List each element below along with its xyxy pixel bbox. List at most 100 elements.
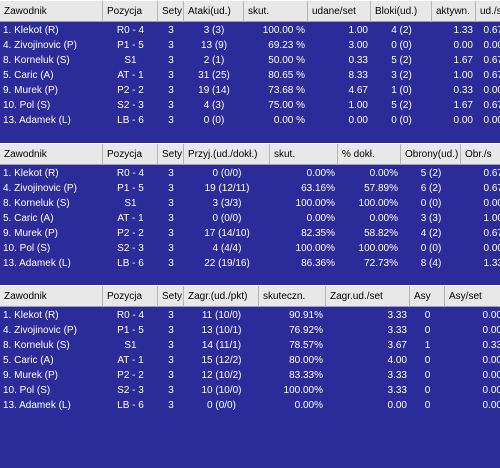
table-cell: 0.00% <box>369 168 398 179</box>
table-row[interactable]: 10. Pol (S) S2 - 3 3 4 (3) 75.00 % 1.00 5 (2) 1… <box>0 100 500 112</box>
table-row[interactable]: 5. Caric (A) AT - 1 3 15 (12/2) 80.00% 4.00 0 0… <box>0 355 500 367</box>
table-cell: 31 (25) <box>198 70 230 81</box>
column-header[interactable]: Asy <box>410 286 445 307</box>
column-header[interactable]: Sety <box>158 1 184 22</box>
column-header[interactable]: Pozycja <box>103 1 158 22</box>
table-cell: 15 (12/2) <box>201 355 242 366</box>
column-header[interactable]: Pozycja <box>103 286 158 307</box>
table-cell: 17 (14/10) <box>204 228 250 239</box>
table-row[interactable]: 1. Klekot (R) R0 - 4 3 0 (0/0) 0.00% 0.00% 5 (… <box>0 168 500 180</box>
table-cell: 3 <box>168 168 174 179</box>
table-row[interactable]: 13. Adamek (L) LB - 6 3 0 (0/0) 0.00% 0.00 0 0.… <box>0 400 500 412</box>
table-cell: 76.92% <box>289 325 323 336</box>
table-cell: 57.89% <box>364 183 398 194</box>
table-cell: 19 (14) <box>198 85 230 96</box>
table-row[interactable]: 10. Pol (S) S2 - 3 3 4 (4/4) 100.00% 100.00% 0… <box>0 243 500 255</box>
table-cell: S2 - 3 <box>117 385 144 396</box>
table-row[interactable]: 4. Zivojinovic (P) P1 - 5 3 13 (9) 69.23 % 3.… <box>0 40 500 52</box>
table-row[interactable]: 1. Klekot (R) R0 - 4 3 3 (3) 100.00 % 1.00 4 (… <box>0 25 500 37</box>
table-cell: 3 <box>168 183 174 194</box>
column-header[interactable]: Sety <box>158 286 184 307</box>
column-header[interactable]: skuteczn. <box>259 286 326 307</box>
table-row[interactable]: 8. Korneluk (S) S1 3 3 (3/3) 100.00% 100.00% 0… <box>0 198 500 210</box>
table-cell: 0.00% <box>294 400 323 411</box>
column-header[interactable]: Obr./s <box>461 144 500 165</box>
table-cell: 82.35% <box>301 228 335 239</box>
column-header[interactable]: Zawodnik <box>0 1 103 22</box>
table-cell: AT - 1 <box>117 213 144 224</box>
table-cell: 1.67 <box>453 55 473 66</box>
column-header[interactable]: skut. <box>270 144 338 165</box>
table-header: Zawodnik Pozycja Sety Zagr.(ud./pkt) skutecz… <box>0 285 500 307</box>
table-row[interactable]: 9. Murek (P) P2 - 2 3 17 (14/10) 82.35% 58.82… <box>0 228 500 240</box>
table-row[interactable]: 9. Murek (P) P2 - 2 3 19 (14) 73.68 % 4.67 1 (… <box>0 85 500 97</box>
table-row[interactable]: 5. Caric (A) AT - 1 3 0 (0/0) 0.00% 0.00% 3 (3… <box>0 213 500 225</box>
column-header[interactable]: aktywn. <box>432 1 476 22</box>
table-row[interactable]: 5. Caric (A) AT - 1 3 31 (25) 80.65 % 8.33 3 (… <box>0 70 500 82</box>
table-row[interactable]: 10. Pol (S) S2 - 3 3 10 (10/0) 100.00% 3.33 0 0… <box>0 385 500 397</box>
table-cell: 3 <box>168 325 174 336</box>
column-header[interactable]: Sety <box>158 144 184 165</box>
column-header[interactable]: Zawodnik <box>0 286 103 307</box>
table-cell: 0.00 <box>482 355 500 366</box>
table-cell: 100.00% <box>295 243 335 254</box>
table-cell: 0.00 <box>453 40 473 51</box>
table-cell: P2 - 2 <box>117 228 144 239</box>
table-cell: 0 <box>424 385 431 396</box>
table-cell: R0 - 4 <box>116 25 145 36</box>
table-row[interactable]: 8. Korneluk (S) S1 3 14 (11/1) 78.57% 3.67 1 0.… <box>0 340 500 352</box>
column-header[interactable]: Pozycja <box>103 144 158 165</box>
table-cell: 8 (4) <box>420 258 442 269</box>
player-name-cell: 8. Korneluk (S) <box>3 340 70 351</box>
table-cell: 3.33 <box>387 310 407 321</box>
table-cell: 86.36% <box>301 258 335 269</box>
column-header[interactable]: Bloki(ud.) <box>371 1 432 22</box>
table-cell: 3.33 <box>387 325 407 336</box>
player-name-cell: 10. Pol (S) <box>3 100 51 111</box>
column-header[interactable]: Asy/set <box>445 286 500 307</box>
table-cell: 1.00 <box>348 25 368 36</box>
table-header: Zawodnik Pozycja Sety Ataki(ud.) skut. udane/… <box>0 0 500 22</box>
table-cell: 1.33 <box>483 258 500 269</box>
table-cell: 0.33 <box>348 55 368 66</box>
table-row[interactable]: 9. Murek (P) P2 - 2 3 12 (10/2) 83.33% 3.33 0 0… <box>0 370 500 382</box>
column-header[interactable]: Ataki(ud.) <box>184 1 244 22</box>
table-cell: 0.67 <box>483 183 500 194</box>
table-cell: S1 <box>124 55 137 66</box>
player-name-cell: 9. Murek (P) <box>3 370 59 381</box>
column-header[interactable]: Przyj.(ud./dokł.) <box>184 144 270 165</box>
table-cell: 50.00 % <box>268 55 305 66</box>
column-header[interactable]: skut. <box>244 1 308 22</box>
table-cell: 72.73% <box>364 258 398 269</box>
table-cell: 3 (3) <box>203 25 225 36</box>
table-cell: 4.67 <box>348 85 368 96</box>
table-cell: 0.00 <box>453 115 473 126</box>
table-row[interactable]: 1. Klekot (R) R0 - 4 3 11 (10/0) 90.91% 3.33 0… <box>0 310 500 322</box>
table-row[interactable]: 4. Zivojinovic (P) P1 - 5 3 13 (10/1) 76.92%… <box>0 325 500 337</box>
table-cell: 0.33 <box>482 340 500 351</box>
column-header[interactable]: Zagr.ud./set <box>326 286 410 307</box>
table-cell: 3 <box>168 385 174 396</box>
table-row[interactable]: 4. Zivojinovic (P) P1 - 5 3 19 (12/11) 63.16… <box>0 183 500 195</box>
column-header[interactable]: ud./s <box>476 1 500 22</box>
table-cell: 5 (2) <box>391 55 412 66</box>
table-row[interactable]: 8. Korneluk (S) S1 3 2 (1) 50.00 % 0.33 5 (2) 1… <box>0 55 500 67</box>
column-header[interactable]: Zawodnik <box>0 144 103 165</box>
table-cell: 2 (1) <box>203 55 225 66</box>
table-cell: 0.33 <box>453 85 473 96</box>
table-row[interactable]: 13. Adamek (L) LB - 6 3 0 (0) 0.00 % 0.00 0 (0… <box>0 115 500 127</box>
table-cell: P1 - 5 <box>117 325 144 336</box>
table-cell: 83.33% <box>289 370 323 381</box>
table-cell: 63.16% <box>301 183 335 194</box>
column-header[interactable]: udane/set <box>308 1 371 22</box>
table-cell: 22 (19/16) <box>204 258 250 269</box>
column-header[interactable]: Zagr.(ud./pkt) <box>184 286 259 307</box>
table-cell: 3 (3) <box>420 213 442 224</box>
column-header[interactable]: Obrony(ud.) <box>401 144 461 165</box>
table-row[interactable]: 13. Adamek (L) LB - 6 3 22 (19/16) 86.36% 72.… <box>0 258 500 270</box>
table-cell: 0 (0) <box>420 243 442 254</box>
table-cell: 100.00 % <box>262 25 305 36</box>
column-header[interactable]: % dokł. <box>338 144 401 165</box>
table-cell: 3.33 <box>387 385 407 396</box>
table-cell: 3 <box>168 370 174 381</box>
